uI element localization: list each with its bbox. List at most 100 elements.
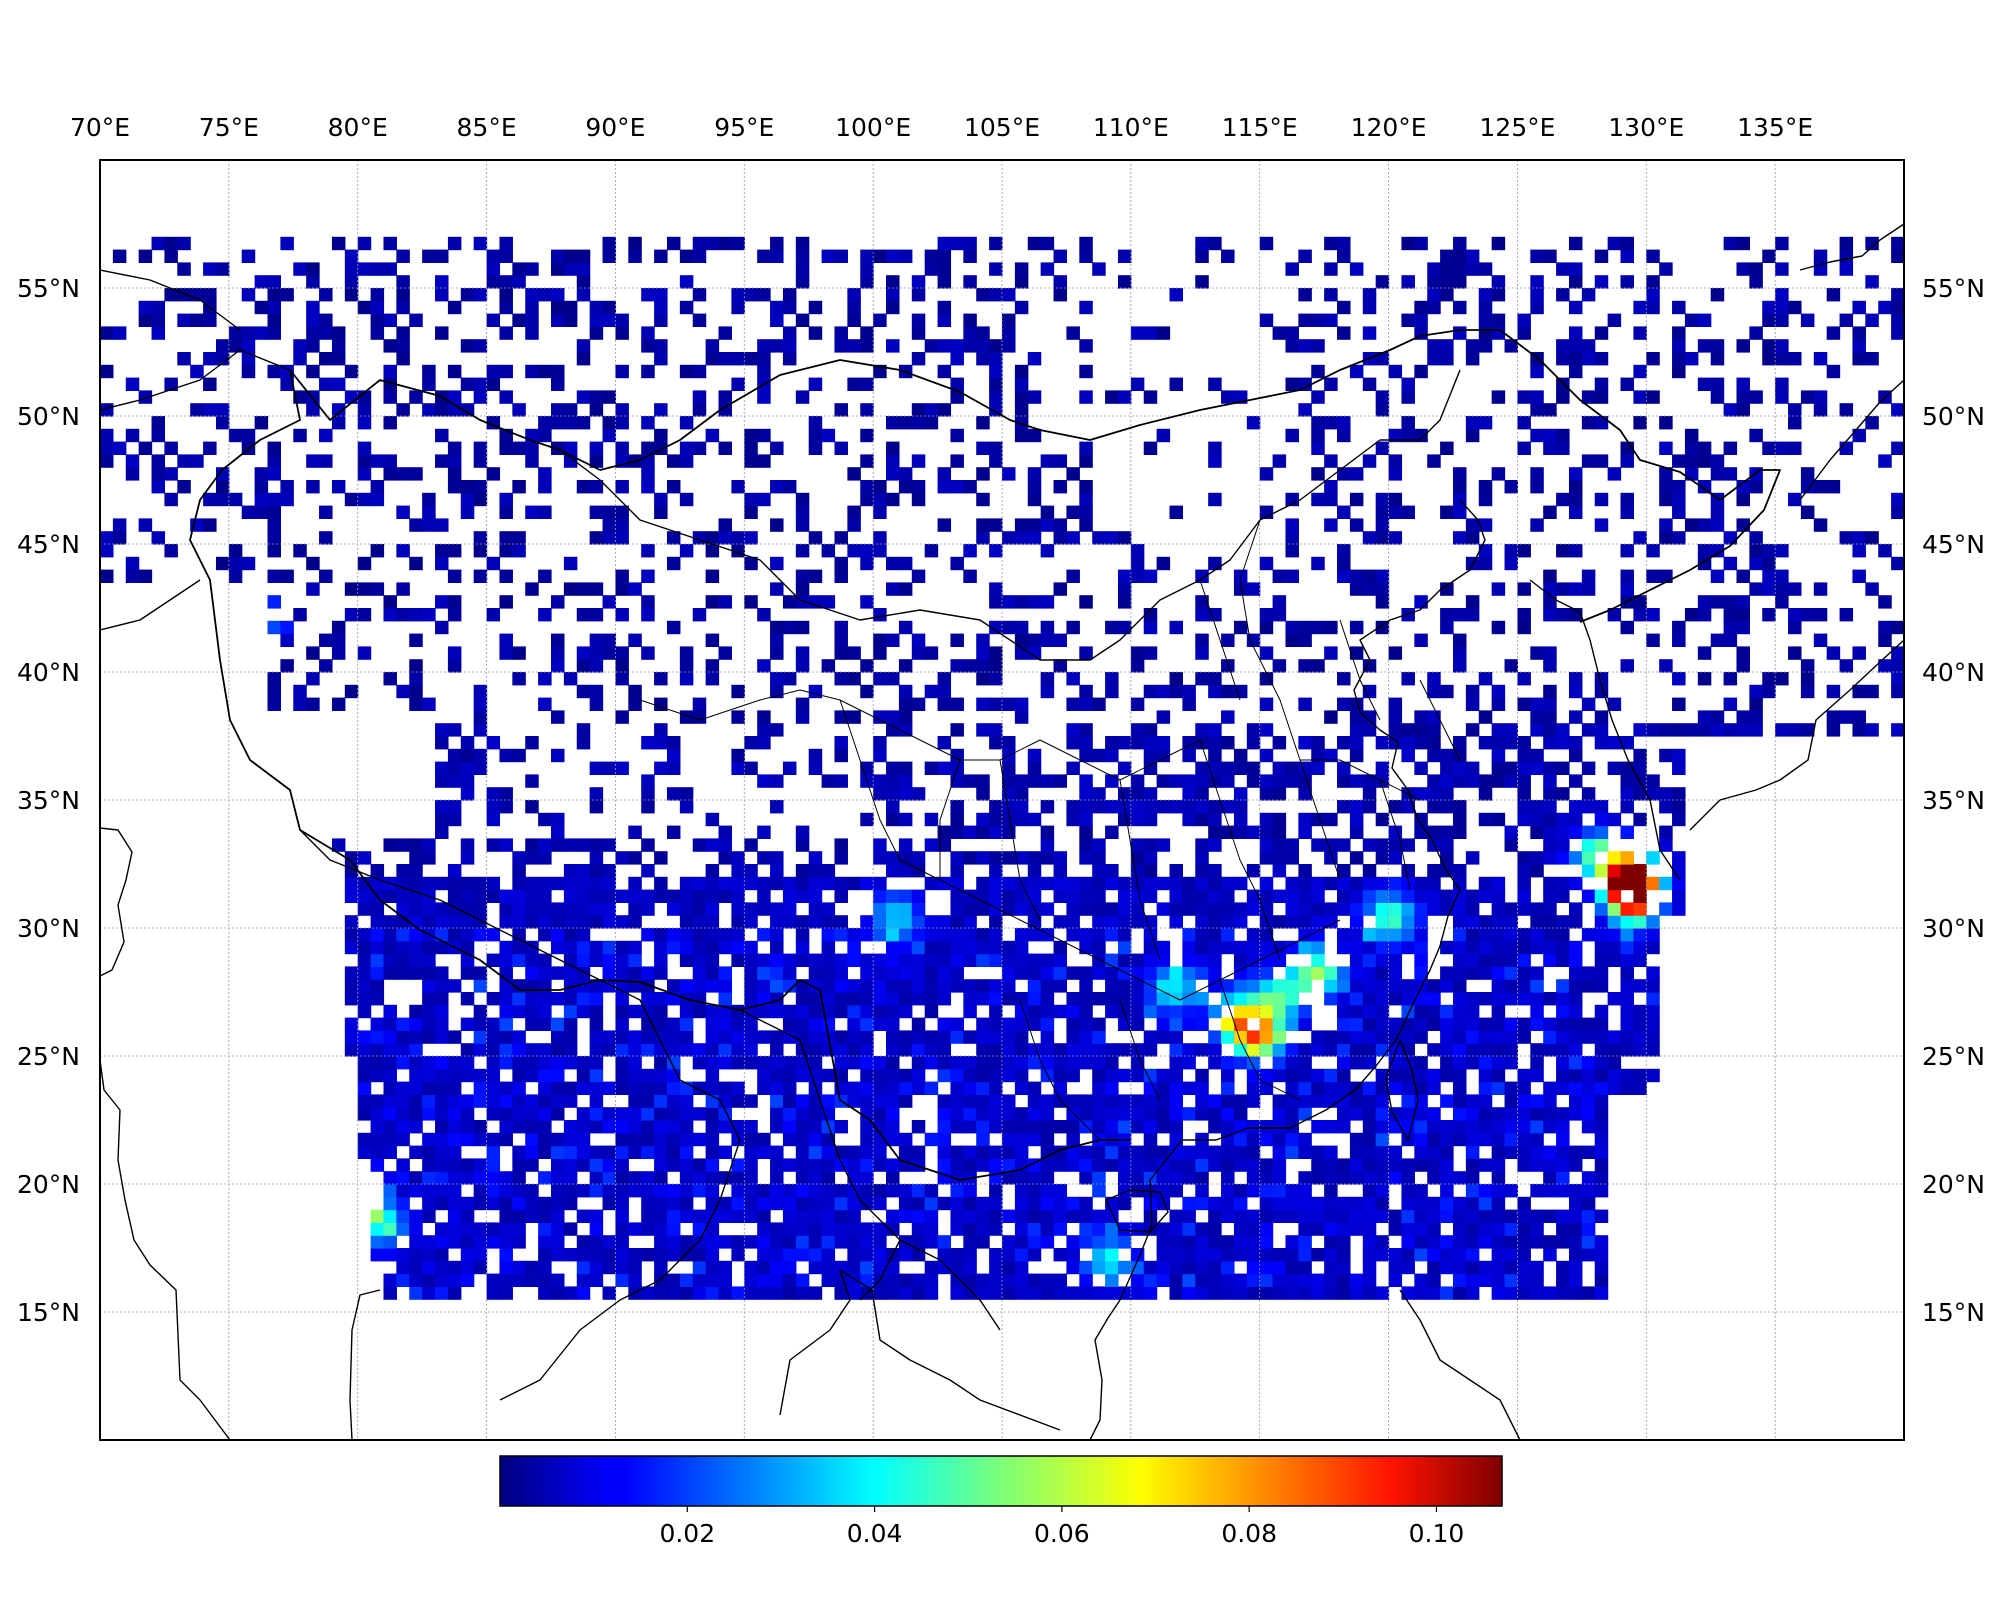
data-cell bbox=[1401, 377, 1415, 391]
data-cell bbox=[1053, 454, 1068, 468]
data-cell bbox=[486, 364, 501, 379]
data-cell bbox=[911, 1273, 926, 1287]
data-cell bbox=[1710, 352, 1725, 366]
data-cell bbox=[1233, 582, 1248, 596]
data-cell bbox=[770, 1107, 784, 1121]
data-cell bbox=[1014, 403, 1029, 417]
data-cell bbox=[873, 915, 887, 929]
data-cell bbox=[1684, 352, 1699, 366]
data-cell bbox=[1040, 1286, 1055, 1300]
data-cell bbox=[860, 492, 874, 507]
data-cell bbox=[795, 313, 810, 327]
data-cell bbox=[1388, 697, 1403, 711]
data-cell bbox=[512, 1145, 526, 1159]
data-cell bbox=[1491, 1030, 1506, 1044]
data-cell bbox=[950, 1068, 964, 1083]
data-cell bbox=[1839, 313, 1854, 327]
data-cell bbox=[396, 1094, 410, 1108]
data-cell bbox=[1130, 774, 1145, 788]
data-cell bbox=[422, 851, 436, 865]
data-cell bbox=[1298, 1107, 1312, 1121]
data-cell bbox=[306, 275, 320, 289]
data-cell bbox=[1298, 1094, 1312, 1108]
data-cell bbox=[1362, 1286, 1377, 1300]
data-cell bbox=[473, 480, 488, 494]
data-cell bbox=[770, 1222, 784, 1236]
data-cell bbox=[1891, 672, 1904, 686]
data-cell bbox=[1852, 300, 1866, 315]
data-cell bbox=[1002, 761, 1016, 775]
data-cell bbox=[1208, 1209, 1222, 1223]
data-cell bbox=[1375, 812, 1390, 827]
data-cell bbox=[1504, 1286, 1519, 1300]
lon-tick-label: 90°E bbox=[585, 113, 645, 142]
data-cell bbox=[834, 1286, 848, 1300]
data-cell bbox=[563, 889, 578, 903]
data-cell bbox=[1027, 480, 1042, 494]
data-cell bbox=[1246, 1248, 1261, 1262]
data-cell bbox=[370, 1120, 385, 1134]
data-cell bbox=[512, 953, 526, 967]
data-cell bbox=[924, 1081, 939, 1095]
data-cell bbox=[357, 1004, 372, 1019]
data-cell bbox=[873, 787, 887, 801]
data-cell bbox=[1620, 851, 1634, 865]
data-cell bbox=[641, 992, 655, 1006]
data-cell bbox=[499, 544, 513, 558]
data-cell bbox=[1672, 364, 1686, 379]
data-cell bbox=[1143, 953, 1158, 967]
data-cell bbox=[551, 595, 565, 609]
data-cell bbox=[1079, 940, 1093, 955]
data-cell bbox=[1362, 1184, 1377, 1198]
data-cell bbox=[1349, 646, 1364, 660]
data-cell bbox=[795, 1017, 810, 1031]
data-cell bbox=[873, 1286, 887, 1300]
data-cell bbox=[1775, 441, 1789, 455]
data-cell bbox=[473, 723, 488, 737]
data-cell bbox=[1530, 1222, 1544, 1236]
data-cell bbox=[808, 851, 823, 865]
data-cell bbox=[937, 684, 952, 699]
data-cell bbox=[1272, 1004, 1287, 1019]
data-cell bbox=[615, 953, 629, 967]
data-cell bbox=[1324, 812, 1338, 827]
data-cell bbox=[757, 851, 771, 865]
data-cell bbox=[1027, 1043, 1042, 1057]
data-cell bbox=[1066, 697, 1080, 711]
data-cell bbox=[447, 1094, 462, 1108]
data-cell bbox=[1491, 992, 1506, 1006]
data-cell bbox=[1130, 556, 1145, 571]
data-cell bbox=[1311, 1120, 1325, 1134]
data-cell bbox=[744, 441, 758, 455]
data-cell bbox=[1491, 915, 1506, 929]
data-cell bbox=[1672, 326, 1686, 340]
data-cell bbox=[435, 812, 449, 827]
data-cell bbox=[138, 313, 153, 327]
data-cell bbox=[1079, 1158, 1093, 1172]
data-cell bbox=[1620, 377, 1634, 391]
provincial-borders bbox=[639, 519, 1461, 1141]
data-cell bbox=[499, 441, 513, 455]
data-cell bbox=[654, 1017, 668, 1031]
data-cell bbox=[1272, 1209, 1287, 1223]
data-cell bbox=[1401, 800, 1415, 814]
data-cell bbox=[1311, 428, 1325, 443]
data-cell bbox=[1324, 1286, 1338, 1300]
data-cell bbox=[1517, 851, 1531, 865]
lat-tick-label-left: 15°N bbox=[17, 1298, 80, 1327]
data-cell bbox=[1053, 1094, 1068, 1108]
data-cell bbox=[1684, 723, 1699, 737]
data-cell bbox=[267, 454, 281, 468]
data-cell bbox=[886, 966, 900, 980]
data-cell bbox=[1337, 1171, 1351, 1185]
data-cell bbox=[937, 1260, 952, 1275]
data-cell bbox=[976, 1222, 990, 1236]
data-cell bbox=[1594, 1260, 1609, 1275]
data-cell bbox=[447, 748, 462, 763]
data-cell bbox=[1749, 556, 1763, 571]
data-cell bbox=[1014, 1286, 1029, 1300]
data-cell bbox=[808, 1017, 823, 1031]
data-cell bbox=[1324, 992, 1338, 1006]
data-cell bbox=[898, 889, 913, 903]
data-cell bbox=[1440, 774, 1454, 788]
